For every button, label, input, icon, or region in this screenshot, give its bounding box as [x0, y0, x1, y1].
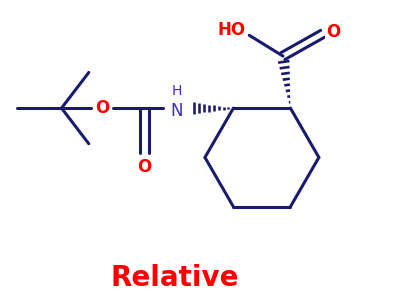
- Text: H: H: [171, 84, 181, 98]
- Text: Relative: Relative: [111, 264, 240, 292]
- Text: O: O: [95, 99, 109, 117]
- Text: N: N: [170, 102, 183, 120]
- Text: O: O: [137, 158, 151, 175]
- Text: HO: HO: [218, 21, 246, 39]
- Text: O: O: [326, 23, 341, 41]
